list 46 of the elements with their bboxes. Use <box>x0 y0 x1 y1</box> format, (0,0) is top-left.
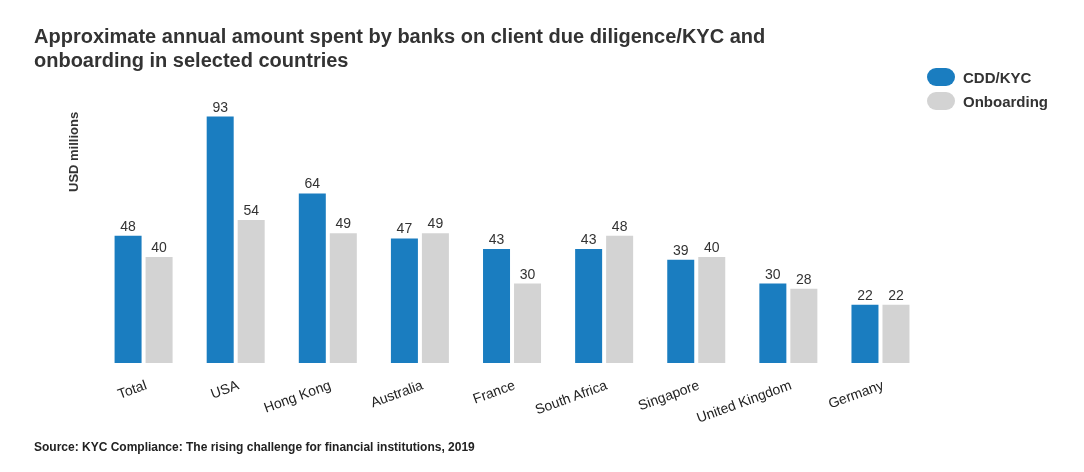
bar <box>759 283 787 363</box>
bar <box>421 233 449 363</box>
bar <box>114 235 142 363</box>
data-label: 48 <box>611 217 628 234</box>
data-label: 49 <box>335 215 352 232</box>
data-label: 22 <box>888 286 904 303</box>
bar <box>390 238 418 363</box>
source-note: Source: KYC Compliance: The rising challenge for financial institutions, 2019 <box>34 440 475 454</box>
legend-label: CDD/KYC <box>962 68 1033 86</box>
data-label: 64 <box>304 175 321 192</box>
bar <box>237 219 265 363</box>
bar <box>790 288 818 363</box>
data-label: 43 <box>488 231 505 248</box>
x-tick-label: USA <box>208 376 242 402</box>
data-label: 40 <box>151 239 168 255</box>
data-label: 47 <box>396 220 413 237</box>
x-tick-label: France <box>470 376 518 407</box>
y-axis-title: USD millions <box>66 111 81 192</box>
data-label: 39 <box>672 241 689 258</box>
bar <box>851 304 879 363</box>
data-label: 93 <box>212 98 229 115</box>
legend-label: Onboarding <box>962 92 1048 110</box>
bar <box>514 283 542 363</box>
data-label: 30 <box>765 265 781 282</box>
data-label: 40 <box>703 239 720 255</box>
bar <box>145 257 173 363</box>
data-label: 49 <box>427 215 444 232</box>
bar <box>206 116 234 363</box>
x-tick-label: Hong Kong <box>261 376 333 416</box>
chart-title: Approximate annual amount spent by banks on client due diligence/KYC and onboarding in selected countries <box>34 24 767 72</box>
x-tick-label: South Africa <box>532 376 610 418</box>
bar <box>698 257 726 363</box>
data-label: 30 <box>519 265 536 282</box>
data-label: 28 <box>796 270 812 287</box>
bar <box>882 304 910 363</box>
data-label: 22 <box>857 286 873 303</box>
data-label: 43 <box>580 231 597 248</box>
bar <box>667 259 695 363</box>
bar <box>298 193 326 363</box>
bar <box>606 235 634 363</box>
bar <box>575 249 603 363</box>
data-label: 54 <box>243 201 260 218</box>
x-tick-label: Total <box>115 376 149 402</box>
bar <box>483 249 511 363</box>
data-label: 48 <box>120 217 137 234</box>
bar <box>329 233 357 363</box>
